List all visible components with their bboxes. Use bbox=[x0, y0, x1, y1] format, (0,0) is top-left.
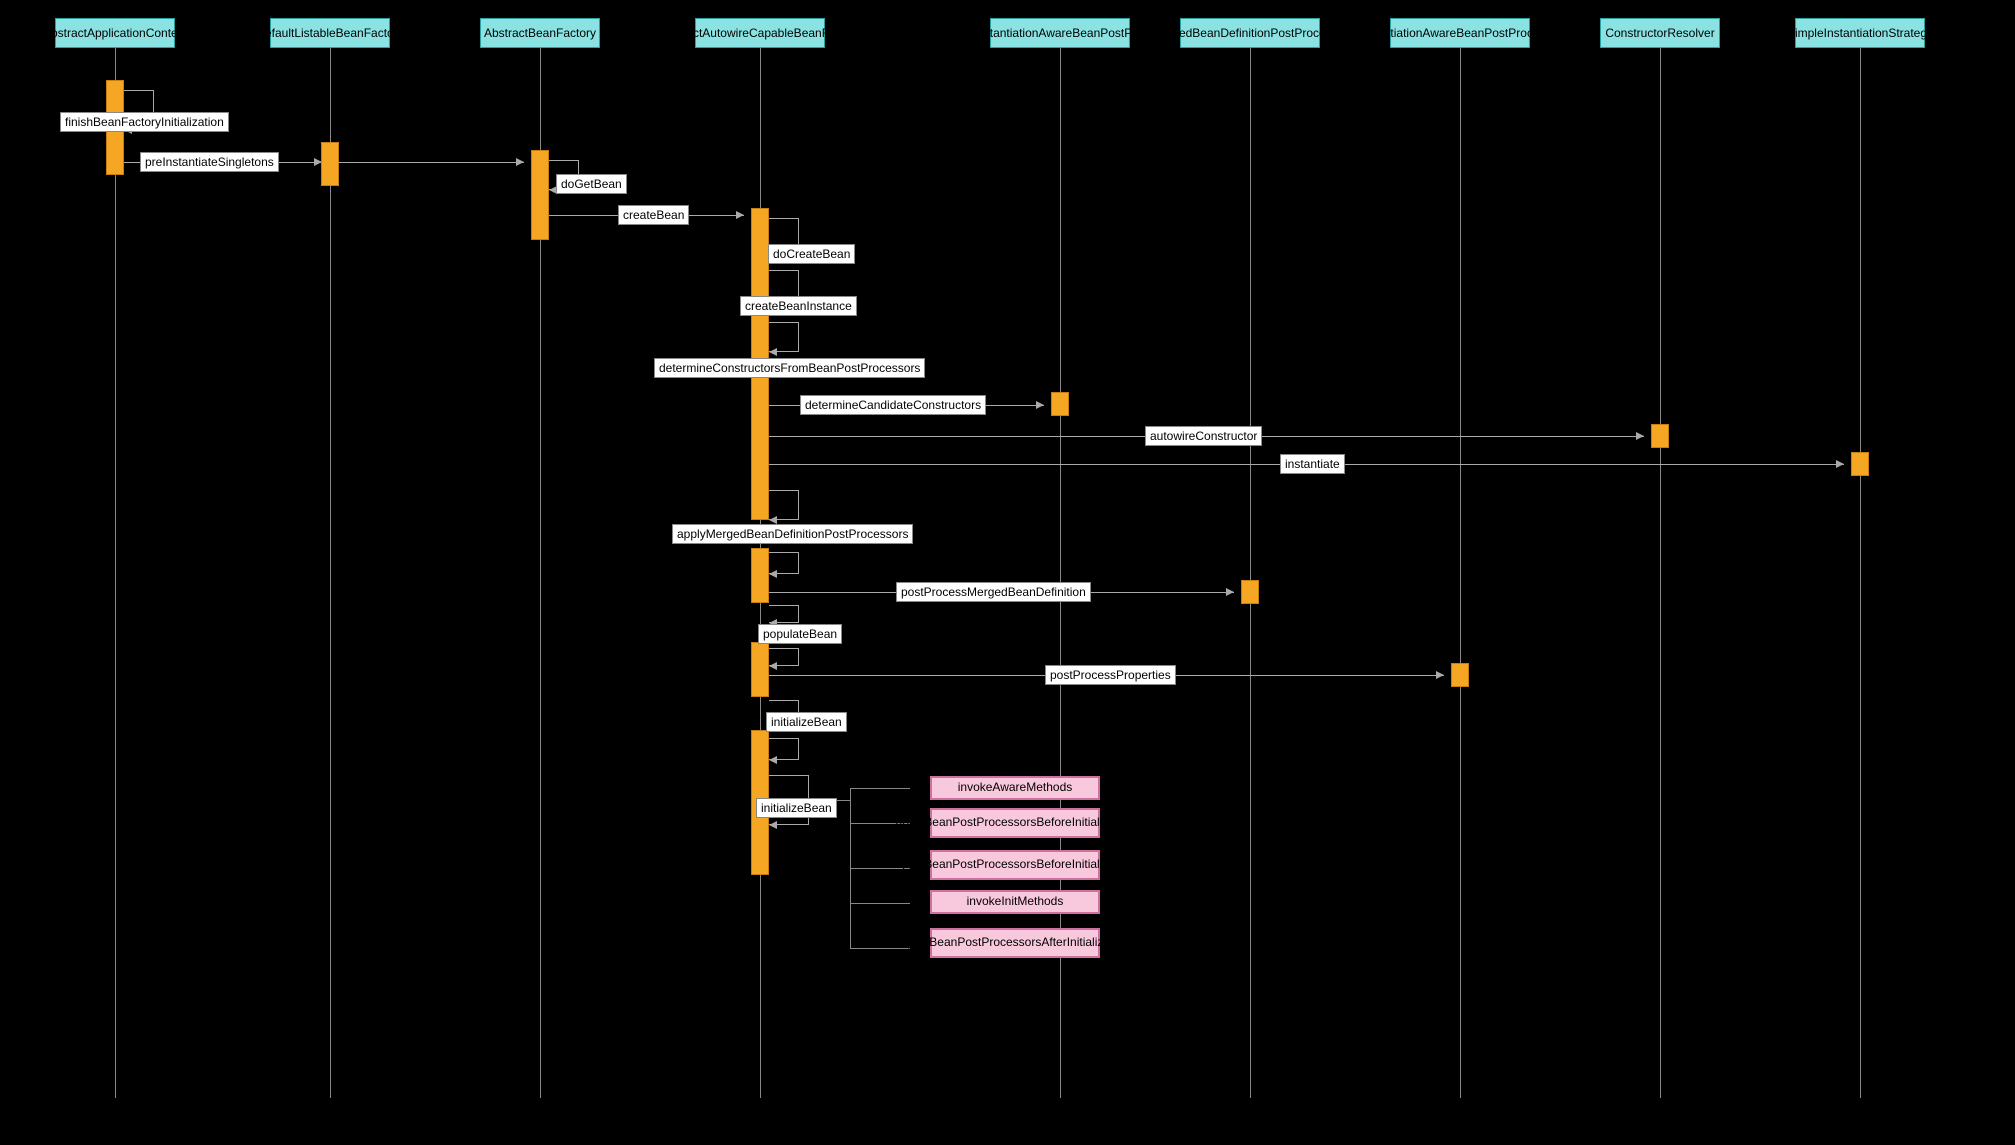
activation-bar bbox=[751, 208, 769, 308]
arrow-head-icon bbox=[1836, 460, 1844, 468]
activation-bar bbox=[1651, 424, 1669, 448]
arrow-head-icon bbox=[1636, 432, 1644, 440]
arrow-head-icon bbox=[736, 211, 744, 219]
message-determine-constructors-from-bpp: determineConstructorsFromBeanPostProcess… bbox=[654, 358, 925, 378]
message-create-bean-instance: createBeanInstance bbox=[740, 296, 857, 316]
activation-bar bbox=[1451, 663, 1469, 687]
message-autowire-constructor: autowireConstructor bbox=[1145, 426, 1262, 446]
step-apply-bpp-before-init-2: applyBeanPostProcessorsBeforeInitializat… bbox=[930, 850, 1100, 880]
lifeline bbox=[330, 48, 331, 1098]
participant-default-listable-bean-factory: DefaultListableBeanFactory bbox=[270, 18, 390, 48]
participant-constructor-resolver: ConstructorResolver bbox=[1600, 18, 1720, 48]
message-apply-merged-bean-def-pp: applyMergedBeanDefinitionPostProcessors bbox=[672, 524, 913, 544]
message-post-process-properties: postProcessProperties bbox=[1045, 665, 1176, 685]
participant-abstract-autowire-capable-bean-factory: AbstractAutowireCapableBeanFactory bbox=[695, 18, 825, 48]
message-create-bean: createBean bbox=[618, 205, 689, 225]
participant-smart-instantiation-aware-bpp: SmartInstantiationAwareBeanPostProcessor bbox=[990, 18, 1130, 48]
message-determine-candidate-constructors: determineCandidateConstructors bbox=[800, 395, 986, 415]
arrow-head-icon bbox=[516, 158, 524, 166]
message-initialize-bean-1: initializeBean bbox=[766, 712, 847, 732]
activation-bar bbox=[1851, 452, 1869, 476]
message-populate-bean: populateBean bbox=[758, 624, 842, 644]
activation-bar bbox=[751, 548, 769, 603]
message-pre-instantiate-singletons: preInstantiateSingletons bbox=[140, 152, 279, 172]
activation-bar bbox=[751, 315, 769, 520]
activation-bar bbox=[321, 142, 339, 186]
participant-abstract-application-context: AbstractApplicationContext bbox=[55, 18, 175, 48]
lifeline bbox=[1660, 48, 1661, 1098]
arrow-head-icon bbox=[1436, 671, 1444, 679]
lifeline bbox=[1460, 48, 1461, 1098]
arrow-head-icon bbox=[769, 821, 777, 829]
message-do-get-bean: doGetBean bbox=[556, 174, 627, 194]
message-post-process-merged-bean-def: postProcessMergedBeanDefinition bbox=[896, 582, 1091, 602]
step-apply-bpp-after-init: applyBeanPostProcessorsAfterInitializati… bbox=[930, 928, 1100, 958]
participant-abstract-bean-factory: AbstractBeanFactory bbox=[480, 18, 600, 48]
step-invoke-aware-methods: invokeAwareMethods bbox=[930, 776, 1100, 800]
arrow-head-icon bbox=[769, 570, 777, 578]
activation-bar bbox=[1241, 580, 1259, 604]
message-finish-bean-factory-init: finishBeanFactoryInitialization bbox=[60, 112, 229, 132]
branch-line bbox=[850, 788, 910, 789]
lifeline bbox=[1860, 48, 1861, 1098]
arrow-head-icon bbox=[769, 662, 777, 670]
step-invoke-init-methods: invokeInitMethods bbox=[930, 890, 1100, 914]
lifeline bbox=[115, 48, 116, 1098]
arrow-head-icon bbox=[769, 756, 777, 764]
step-apply-bpp-before-init-1: applyBeanPostProcessorsBeforeInitializat… bbox=[930, 808, 1100, 838]
participant-simple-instantiation-strategy: SimpleInstantiationStrategy bbox=[1795, 18, 1925, 48]
arrow-line bbox=[339, 162, 524, 163]
branch-line bbox=[850, 903, 910, 904]
message-initialize-bean-2: initializeBean bbox=[756, 798, 837, 818]
lifeline bbox=[1250, 48, 1251, 1098]
arrow-head-icon bbox=[1036, 401, 1044, 409]
message-instantiate: instantiate bbox=[1280, 454, 1345, 474]
activation-bar bbox=[1051, 392, 1069, 416]
participant-merged-bean-definition-pp: MergedBeanDefinitionPostProcessor bbox=[1180, 18, 1320, 48]
arrow-head-icon bbox=[769, 348, 777, 356]
activation-bar bbox=[751, 642, 769, 697]
arrow-head-icon bbox=[1226, 588, 1234, 596]
message-do-create-bean: doCreateBean bbox=[768, 244, 855, 264]
arrow-head-icon bbox=[769, 516, 777, 524]
participant-instantiation-aware-bpp: InstantiationAwareBeanPostProcessor bbox=[1390, 18, 1530, 48]
activation-bar bbox=[531, 150, 549, 240]
